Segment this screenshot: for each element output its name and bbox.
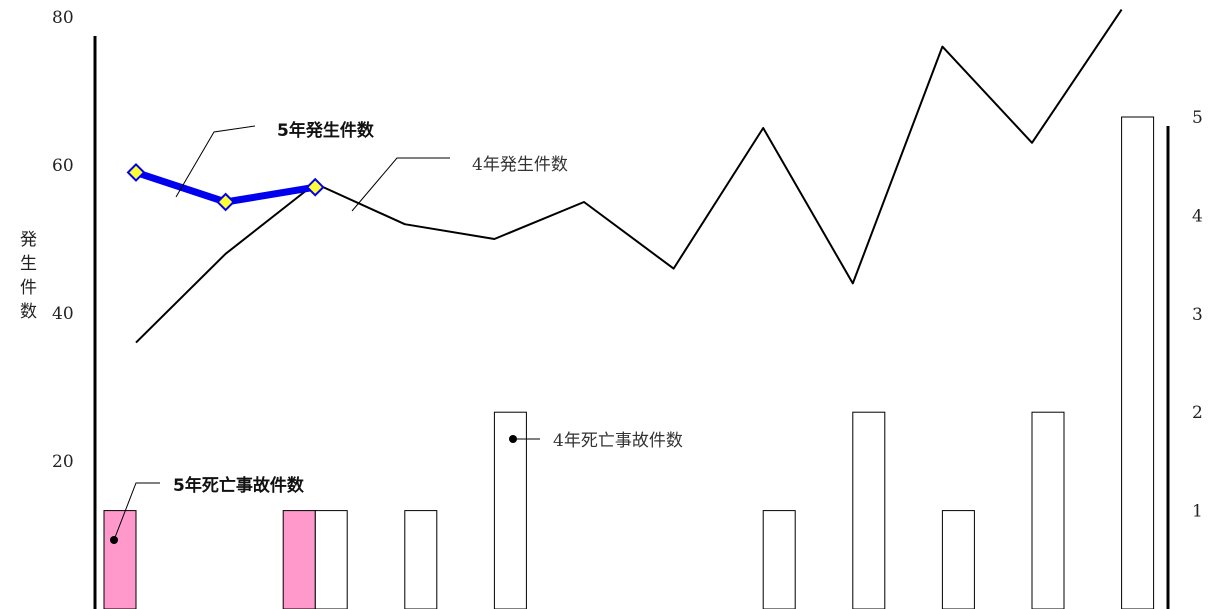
axes-layer <box>93 36 1170 609</box>
bar-4年死亡事故件数-3 <box>314 510 348 609</box>
annotation-4-occurrence: 4年発生件数 <box>472 155 568 175</box>
annotation-5-occurrence: 5年発生件数 <box>277 120 375 141</box>
annotation-5-deaths: 5年死亡事故件数 <box>173 475 305 496</box>
bar-5年死亡事故件数-3 <box>282 510 316 609</box>
annotation-leader-4-occurrence <box>351 157 450 212</box>
annotation-leader-5-occurrence <box>175 125 256 198</box>
bars-layer <box>103 116 1155 609</box>
left-tick-label-60: 60 <box>52 156 74 176</box>
right-tick-label-1: 1 <box>1192 502 1203 522</box>
y-axis-label-char: 発 <box>20 230 37 250</box>
right-tick-label-2: 2 <box>1192 403 1203 423</box>
point-5年発生件数-2 <box>216 192 236 212</box>
lines-layer <box>126 9 1123 344</box>
line-4年発生件数 <box>135 9 1123 344</box>
y-axis-label-char: 数 <box>20 302 37 322</box>
y-axis-label: 発生件数 <box>20 230 37 322</box>
bar-4年死亡事故件数-5 <box>493 411 527 609</box>
annotations-layer: 5年発生件数 4年発生件数 4年死亡事故件数 5年死亡事故件数 <box>110 120 683 544</box>
y-axis-label-char: 生 <box>20 254 37 274</box>
bar-4年死亡事故件数-9 <box>852 411 886 609</box>
right-tick-label-3: 3 <box>1192 305 1203 325</box>
bar-4年死亡事故件数-11 <box>1031 411 1065 609</box>
y-axis-label-char: 件 <box>20 278 37 298</box>
annotation-leader-5-deaths <box>113 482 160 541</box>
bar-4年死亡事故件数-10 <box>941 510 975 609</box>
right-tick-label-5: 5 <box>1192 108 1203 128</box>
left-tick-label-20: 20 <box>52 452 74 472</box>
bar-4年死亡事故件数-8 <box>762 510 796 609</box>
left-tick-label-40: 40 <box>52 304 74 324</box>
annotation-4-deaths: 4年死亡事故件数 <box>553 431 683 451</box>
ticks-layer: 20 40 60 80 1 2 3 4 5 <box>52 8 1203 522</box>
bar-5年死亡事故件数-1 <box>103 510 137 609</box>
bar-4年死亡事故件数-4 <box>404 510 438 609</box>
point-5年発生件数-3 <box>305 177 325 197</box>
left-tick-label-80: 80 <box>52 8 74 28</box>
right-tick-label-4: 4 <box>1192 206 1203 226</box>
bar-4年死亡事故件数-12 <box>1121 116 1155 609</box>
point-5年発生件数-1 <box>126 162 146 182</box>
